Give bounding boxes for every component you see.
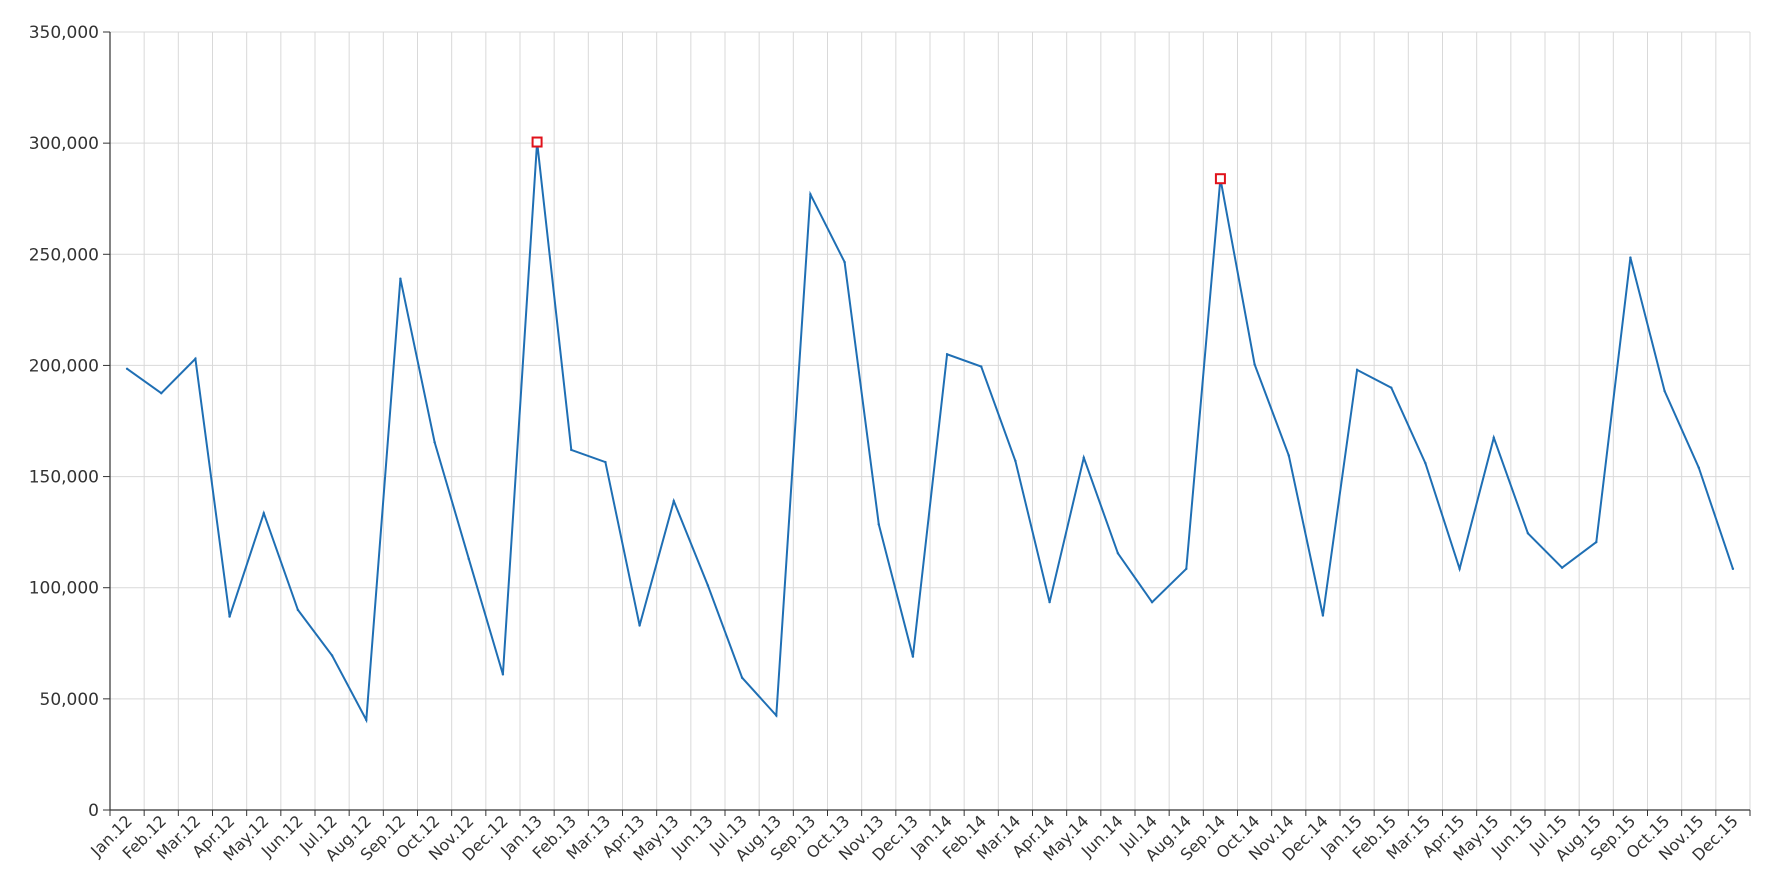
data-point [570,448,573,452]
y-tick-label: 200,000 [29,356,99,376]
data-point [1492,436,1495,439]
y-tick-label: 250,000 [29,245,99,265]
data-point [877,523,880,526]
data-point [911,655,915,658]
data-point [467,557,470,561]
data-point [1697,466,1700,469]
data-point [809,193,812,196]
data-point [160,392,163,395]
data-point [228,615,231,618]
y-tick-label: 300,000 [29,134,99,154]
data-point [1014,459,1017,463]
data-point [604,460,607,464]
data-point [1048,600,1051,604]
data-point [433,440,436,444]
axes [103,31,1751,816]
data-point [1321,614,1325,617]
data-point [1424,462,1427,465]
y-tick-label: 0 [88,801,99,821]
data-point [399,277,402,280]
y-tick-label: 150,000 [29,468,99,488]
data-point [843,260,846,264]
highlight-markers [531,136,1226,185]
data-point [501,673,505,676]
grid-lines [110,31,1751,810]
data-point [1663,389,1666,393]
x-axis-tick-labels: Jan.12Feb.12Mar.12Apr.12May.12Jun.12Jul.… [86,811,1741,865]
data-point [1185,567,1188,571]
data-point [194,357,197,360]
data-point [706,584,710,587]
y-tick-label: 100,000 [29,579,99,599]
y-tick-label: 50,000 [40,690,99,710]
data-point [262,512,265,515]
data-point [740,676,744,679]
data-point [296,608,300,612]
data-point [1082,456,1085,459]
data-point [1150,600,1154,604]
y-axis-tick-labels: 0 50,000 100,000 150,000 200,000 250,000 300,0… [29,23,99,821]
data-point [330,654,334,657]
data-point [672,499,675,503]
data-point [1287,454,1290,457]
data-point [1595,540,1598,544]
data-point [1526,532,1530,535]
data-point [1731,567,1735,571]
data-point [1390,386,1393,389]
data-point [945,353,949,356]
data-point [1116,552,1120,555]
data-point [980,365,983,368]
data-point [775,714,778,717]
data-point [1560,566,1564,569]
y-tick-label: 350,000 [29,23,99,43]
data-point [365,718,368,722]
data-point [638,624,641,627]
highlight-marker [531,136,543,148]
data-point [1458,567,1461,571]
data-point [1253,363,1256,366]
series-line [126,141,1734,724]
data-point [125,367,129,370]
data-point [1629,256,1632,259]
data-point [1355,368,1359,372]
highlight-marker [1214,173,1226,185]
